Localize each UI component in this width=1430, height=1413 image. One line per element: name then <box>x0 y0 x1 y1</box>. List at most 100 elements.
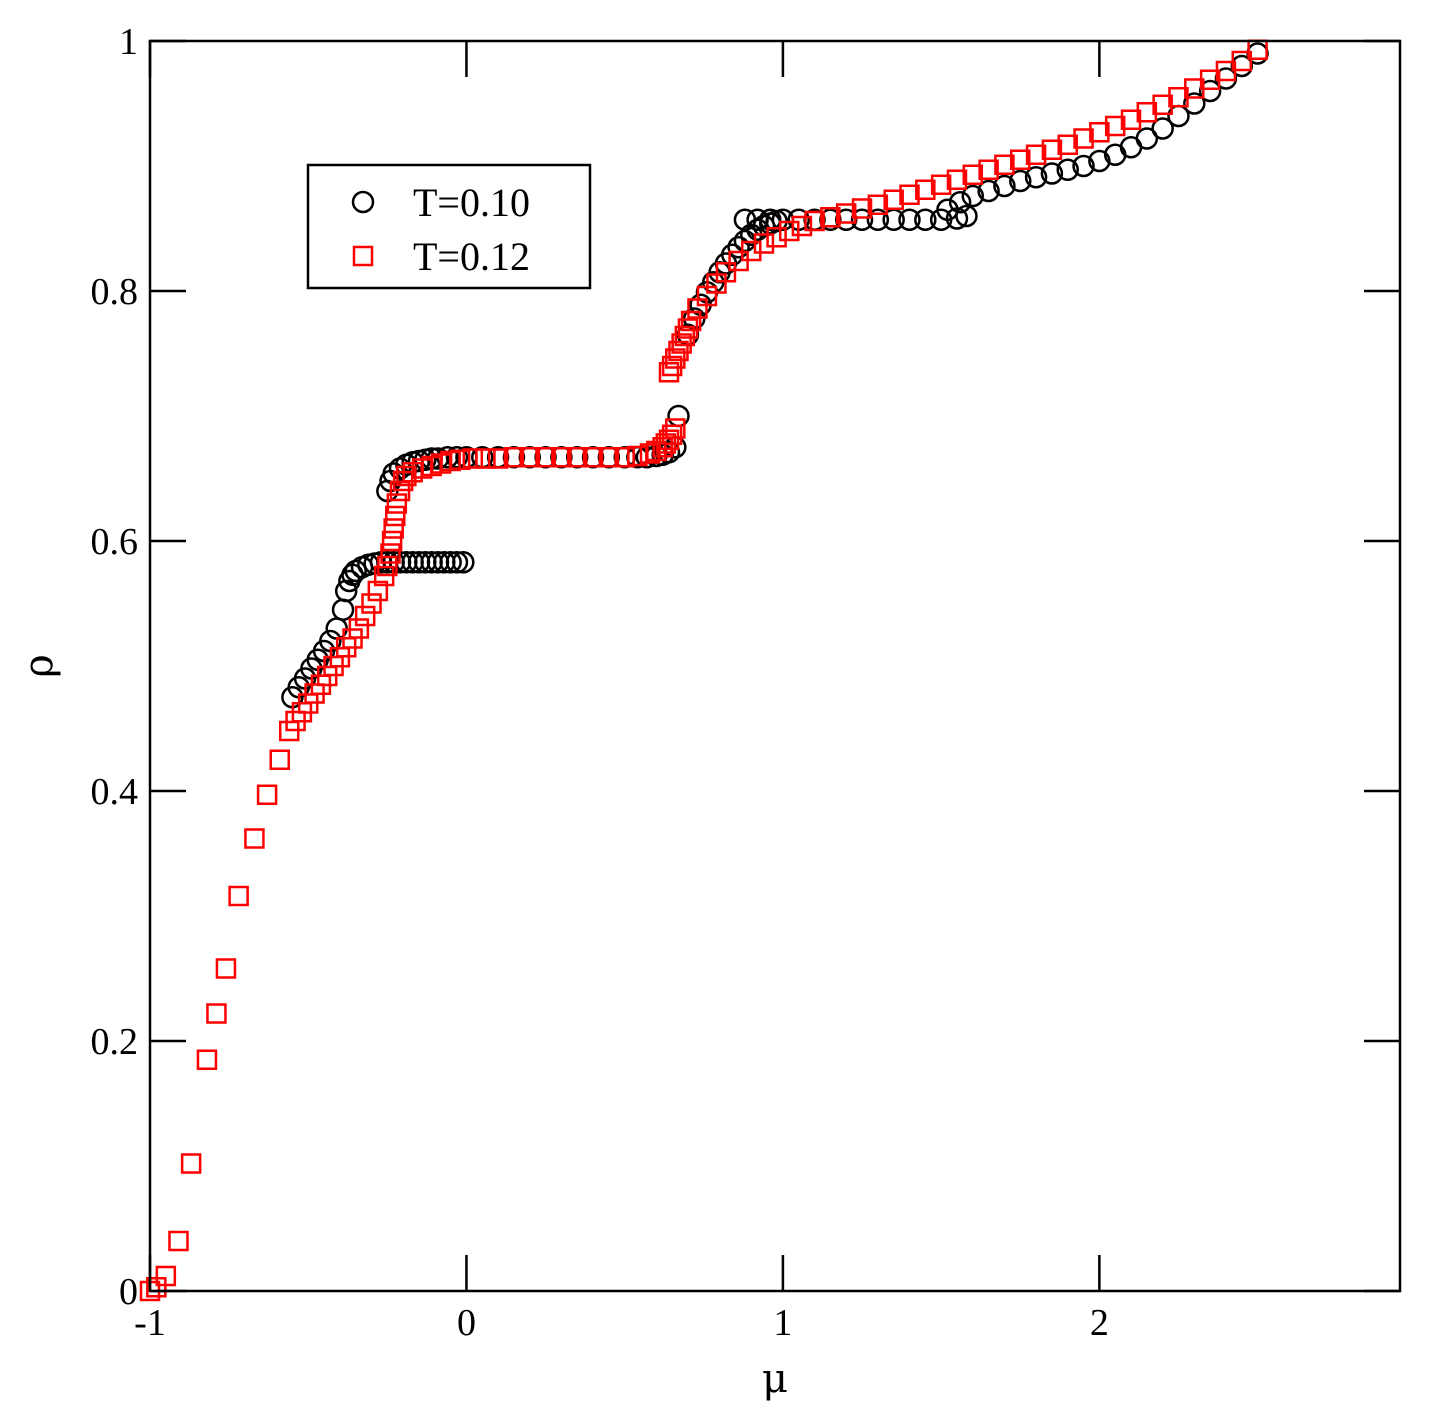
data-point-square <box>155 1265 177 1287</box>
data-point-square <box>778 220 800 242</box>
data-point-square <box>899 184 920 205</box>
data-point-square <box>535 447 556 468</box>
data-point-square <box>1089 122 1110 143</box>
data-point-square <box>256 784 278 805</box>
data-point-square <box>566 447 588 468</box>
data-point-square <box>598 447 620 468</box>
data-point-circle <box>977 179 1000 203</box>
data-point-square <box>381 530 403 552</box>
data-point-circle <box>948 191 972 214</box>
data-point-square <box>766 227 787 248</box>
data-point-square <box>665 348 686 369</box>
x-tick-label: 1 <box>773 1302 792 1344</box>
data-point-circle <box>452 551 475 574</box>
plot-frame <box>148 39 1402 1293</box>
data-point-square <box>680 310 702 332</box>
data-point-square <box>383 518 404 539</box>
x-axis-label: μ <box>762 1356 788 1402</box>
data-point-square <box>1041 139 1063 160</box>
data-point-square <box>1025 144 1047 165</box>
legend-label-series-1: T=0.10 <box>413 180 530 225</box>
legend-square-marker <box>352 245 374 267</box>
data-point-square <box>668 340 689 362</box>
data-point-square <box>377 555 398 577</box>
data-point-circle <box>936 198 959 221</box>
data-point-square <box>228 885 249 907</box>
data-point-circle <box>727 236 750 259</box>
data-point-square <box>867 194 889 215</box>
data-point-circle <box>961 184 985 208</box>
data-point-square <box>820 207 841 228</box>
data-point-circle <box>866 208 890 231</box>
data-point-square <box>753 233 775 254</box>
data-points <box>139 39 1269 1302</box>
data-point-square <box>715 262 737 283</box>
data-point-square <box>367 580 389 602</box>
data-point-square <box>385 505 406 527</box>
data-point-circle <box>1198 79 1222 103</box>
y-tick-label: 1 <box>119 21 138 63</box>
data-point-square <box>215 958 237 979</box>
data-point-square <box>946 169 968 190</box>
data-point-square <box>206 1003 227 1024</box>
data-point-circle <box>914 208 937 231</box>
legend-label-series-2: T=0.12 <box>413 234 530 279</box>
data-point-square <box>380 543 401 564</box>
data-point-square <box>658 362 680 383</box>
data-point-circle <box>1072 154 1095 178</box>
y-tick-label: 0.6 <box>91 521 139 563</box>
data-point-square <box>1136 102 1158 123</box>
data-point-circle <box>850 208 874 231</box>
data-point-square <box>519 447 540 468</box>
data-point-square <box>396 465 417 487</box>
data-point-square <box>354 605 376 627</box>
data-point-square <box>180 1153 202 1174</box>
data-point-circle <box>1040 162 1064 185</box>
data-point-square <box>741 240 762 262</box>
y-tick-label: 0.2 <box>91 1021 139 1063</box>
data-point-square <box>994 154 1015 175</box>
data-point-circle <box>1056 158 1079 181</box>
axis-ticks: -1 0 1 200.20.40.60.81 <box>91 21 1400 1344</box>
data-point-square <box>503 447 525 468</box>
data-point-square <box>674 325 696 347</box>
data-point-square <box>196 1049 218 1070</box>
data-point-square <box>582 447 604 468</box>
data-point-square <box>1073 128 1094 149</box>
y-tick-label: 0 <box>119 1271 138 1313</box>
data-point-circle <box>1151 117 1174 140</box>
data-point-square <box>1104 115 1126 137</box>
legend-box <box>306 163 592 290</box>
data-point-square <box>462 448 484 469</box>
legend: T=0.10 T=0.12 <box>306 163 592 290</box>
data-point-circle <box>993 174 1016 198</box>
data-point-square <box>551 447 572 468</box>
data-point-square <box>962 164 984 185</box>
data-point-square <box>449 449 471 470</box>
data-point-square <box>883 189 904 210</box>
data-point-square <box>1120 109 1142 130</box>
data-point-circle <box>898 208 921 231</box>
data-point-square <box>244 828 265 849</box>
data-point-square <box>791 215 813 237</box>
data-point-square <box>804 210 825 232</box>
y-axis-label: ρ <box>16 654 62 678</box>
data-point-circle <box>445 446 469 469</box>
data-point-circle <box>439 551 462 574</box>
series-2 <box>139 39 1268 1302</box>
data-point-square <box>361 593 382 614</box>
data-point-square <box>661 355 683 377</box>
data-point-square <box>665 418 686 439</box>
x-tick-label: -1 <box>134 1302 166 1344</box>
data-point-square <box>386 493 408 514</box>
data-point-circle <box>746 208 769 231</box>
y-tick-label: 0.8 <box>91 271 139 313</box>
data-point-square <box>1057 134 1078 155</box>
data-point-square <box>677 318 699 339</box>
data-point-square <box>851 198 873 219</box>
data-point-square <box>1231 50 1253 72</box>
data-point-circle <box>733 208 757 231</box>
x-tick-label: 2 <box>1090 1302 1109 1344</box>
